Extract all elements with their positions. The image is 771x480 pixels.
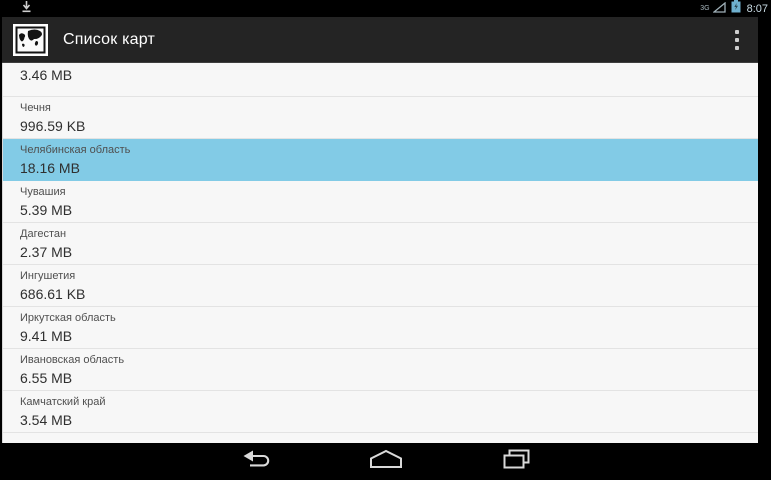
map-list-item[interactable]: 3.46 MB — [3, 67, 758, 97]
action-bar: Список карт — [2, 17, 758, 63]
battery-icon — [731, 0, 741, 18]
map-size: 18.16 MB — [20, 160, 80, 176]
map-name: Чувашия — [20, 186, 66, 198]
status-bar: 3G 8:07 — [0, 0, 771, 17]
map-size: 2.37 MB — [20, 244, 73, 260]
page-title: Список карт — [63, 30, 156, 48]
map-name: Камчатский край — [20, 396, 106, 408]
map-list[interactable]: 3.46 MB Чечня 996.59 KB Челябинская обла… — [2, 63, 758, 443]
map-size: 3.54 MB — [20, 412, 73, 428]
map-name: Ивановская область — [20, 354, 125, 366]
recents-icon — [500, 449, 532, 474]
overflow-menu-icon[interactable] — [716, 17, 758, 62]
map-size: 686.61 KB — [20, 286, 86, 302]
map-name: Челябинская область — [20, 144, 131, 156]
map-name: Чечня — [20, 102, 51, 114]
back-icon — [239, 449, 273, 474]
map-size: 9.41 MB — [20, 328, 73, 344]
world-map-icon — [12, 23, 49, 57]
map-list-item[interactable]: Челябинская область 18.16 MB — [3, 139, 758, 181]
signal-triangle-icon — [711, 0, 726, 18]
map-size: 996.59 KB — [20, 118, 86, 134]
map-name: Дагестан — [20, 228, 67, 240]
navigation-bar — [0, 443, 771, 480]
recents-button[interactable] — [471, 443, 561, 480]
network-type-label: 3G — [700, 5, 710, 12]
map-name: Иркутская область — [20, 312, 116, 324]
map-list-item[interactable]: Иркутская область 9.41 MB — [3, 307, 758, 349]
map-name: Ингушетия — [20, 270, 76, 282]
download-icon — [20, 0, 33, 18]
app-window: Список карт 3.46 MB Чечня 996.59 KB Челя… — [2, 17, 758, 443]
map-list-item[interactable]: Дагестан 2.37 MB — [3, 223, 758, 265]
map-list-item[interactable]: Чечня 996.59 KB — [3, 97, 758, 139]
map-size: 5.39 MB — [20, 202, 73, 218]
map-list-item[interactable]: Ивановская область 6.55 MB — [3, 349, 758, 391]
home-icon — [367, 449, 405, 474]
map-list-item[interactable]: Чувашия 5.39 MB — [3, 181, 758, 223]
home-button[interactable] — [341, 443, 431, 480]
map-list-item[interactable]: Камчатский край 3.54 MB — [3, 391, 758, 433]
map-size: 3.46 MB — [20, 67, 73, 83]
clock: 8:07 — [746, 3, 768, 15]
map-size: 6.55 MB — [20, 370, 73, 386]
map-list-item[interactable]: Ингушетия 686.61 KB — [3, 265, 758, 307]
back-button[interactable] — [211, 443, 301, 480]
